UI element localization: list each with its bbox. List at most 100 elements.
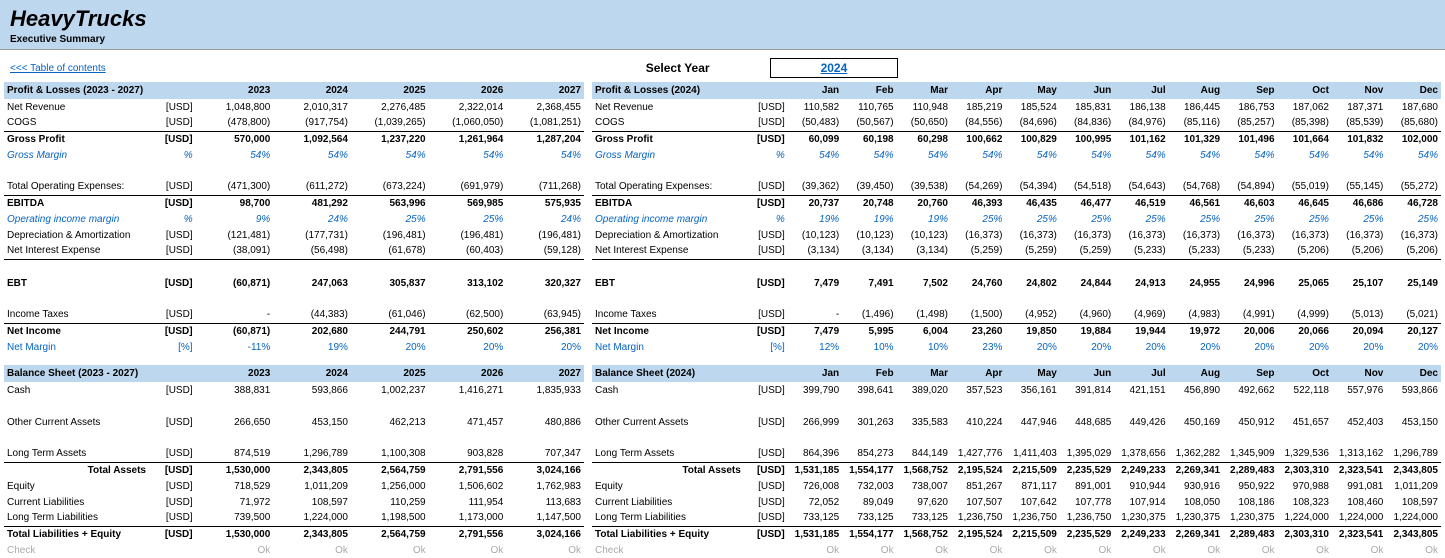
cell-value: 187,062 xyxy=(1278,99,1332,115)
cell-value: 25% xyxy=(1169,211,1223,227)
cell-value: 10% xyxy=(897,339,951,355)
row-label: Long Term Assets xyxy=(4,446,149,462)
row-label: Net Margin xyxy=(592,339,744,355)
cell-value: 108,050 xyxy=(1169,494,1223,510)
cell-value: 19% xyxy=(842,211,896,227)
cell-value: 1,287,204 xyxy=(506,131,584,147)
cell-value: 950,922 xyxy=(1223,478,1277,494)
cell-value: 851,267 xyxy=(951,478,1005,494)
row-unit: [USD] xyxy=(149,307,196,323)
year-selector[interactable]: 2024 xyxy=(770,58,899,78)
col-header: 2027 xyxy=(506,82,584,99)
col-header: Oct xyxy=(1278,82,1332,99)
row-label: Operating income margin xyxy=(592,211,744,227)
cell-value: 266,999 xyxy=(788,414,842,430)
cell-value: 107,914 xyxy=(1114,494,1168,510)
cell-value: 1,762,983 xyxy=(506,478,584,494)
cell-value: 301,263 xyxy=(842,414,896,430)
row-unit: [USD] xyxy=(744,494,788,510)
cell-value: 20% xyxy=(429,339,507,355)
cell-value: 874,519 xyxy=(196,446,274,462)
cell-value: 707,347 xyxy=(506,446,584,462)
cell-value xyxy=(897,163,951,179)
cell-value: 450,912 xyxy=(1223,414,1277,430)
cell-value: 910,944 xyxy=(1114,478,1168,494)
cell-value: 185,219 xyxy=(951,99,1005,115)
cell-value: 23,260 xyxy=(951,323,1005,339)
row-unit xyxy=(744,163,788,179)
col-header: 2023 xyxy=(196,82,274,99)
cell-value: 185,831 xyxy=(1060,99,1114,115)
company-title: HeavyTrucks xyxy=(10,6,1435,32)
cell-value: 250,602 xyxy=(429,323,507,339)
cell-value xyxy=(1169,259,1223,275)
row-unit: [USD] xyxy=(744,195,788,211)
cell-value: 1,531,185 xyxy=(788,462,842,478)
cell-value: 46,519 xyxy=(1114,195,1168,211)
cell-value: 60,298 xyxy=(897,131,951,147)
cell-value: 46,603 xyxy=(1223,195,1277,211)
cell-value: 1,531,185 xyxy=(788,526,842,542)
row-unit xyxy=(149,163,196,179)
cell-value: 25,065 xyxy=(1278,275,1332,291)
row-unit xyxy=(149,430,196,446)
cell-value xyxy=(1114,163,1168,179)
row-unit: [USD] xyxy=(744,414,788,430)
row-unit: [USD] xyxy=(149,179,196,195)
cell-value: 2,323,541 xyxy=(1332,462,1386,478)
cell-value: Ok xyxy=(1114,542,1168,558)
cell-value xyxy=(506,259,584,275)
cell-value: 891,001 xyxy=(1060,478,1114,494)
cell-value: (55,272) xyxy=(1386,179,1441,195)
top-bar: <<< Table of contents Select Year 2024 xyxy=(0,50,1445,82)
cell-value: 2,564,759 xyxy=(351,526,429,542)
row-unit: [USD] xyxy=(744,115,788,131)
col-header: 2024 xyxy=(273,82,351,99)
cell-value: 389,020 xyxy=(897,382,951,398)
cell-value: (711,268) xyxy=(506,179,584,195)
cell-value: 20,006 xyxy=(1223,323,1277,339)
cell-value xyxy=(196,291,274,307)
cell-value: (85,398) xyxy=(1278,115,1332,131)
row-unit xyxy=(744,398,788,414)
cell-value: 1,416,271 xyxy=(429,382,507,398)
cell-value: 20,748 xyxy=(842,195,896,211)
cell-value xyxy=(506,430,584,446)
cell-value: (4,952) xyxy=(1005,307,1059,323)
cell-value xyxy=(1005,163,1059,179)
cell-value xyxy=(951,291,1005,307)
row-unit xyxy=(744,291,788,307)
cell-value: 54% xyxy=(1223,147,1277,163)
col-header: Aug xyxy=(1169,82,1223,99)
cell-value: 471,457 xyxy=(429,414,507,430)
cell-value: 335,583 xyxy=(897,414,951,430)
cell-value: 110,765 xyxy=(842,99,896,115)
cell-value xyxy=(788,259,842,275)
cell-value: 1,230,375 xyxy=(1169,510,1223,526)
cell-value xyxy=(196,398,274,414)
cell-value: (3,134) xyxy=(897,243,951,259)
cell-value: 450,169 xyxy=(1169,414,1223,430)
col-header: 2027 xyxy=(506,365,584,382)
col-header: Jul xyxy=(1114,365,1168,382)
cell-value: (39,362) xyxy=(788,179,842,195)
row-label: Check xyxy=(4,542,149,558)
cell-value: 449,426 xyxy=(1114,414,1168,430)
cell-value: 2,322,014 xyxy=(429,99,507,115)
row-label: Equity xyxy=(592,478,744,494)
row-label: Income Taxes xyxy=(4,307,149,323)
cell-value: 54% xyxy=(1060,147,1114,163)
cell-value: 54% xyxy=(429,147,507,163)
cell-value: 1,224,000 xyxy=(1386,510,1441,526)
section-title: Balance Sheet (2023 - 2027) xyxy=(4,365,149,382)
row-label: COGS xyxy=(4,115,149,131)
cell-value: (54,768) xyxy=(1169,179,1223,195)
row-unit: [USD] xyxy=(744,382,788,398)
row-unit: [USD] xyxy=(149,462,196,478)
cell-value: 2,289,483 xyxy=(1223,526,1277,542)
toc-link[interactable]: <<< Table of contents xyxy=(10,63,106,74)
cell-value: 970,988 xyxy=(1278,478,1332,494)
left-pl-table: Profit & Losses (2023 - 2027)20232024202… xyxy=(4,82,584,355)
row-unit: % xyxy=(744,147,788,163)
cell-value: (61,046) xyxy=(351,307,429,323)
